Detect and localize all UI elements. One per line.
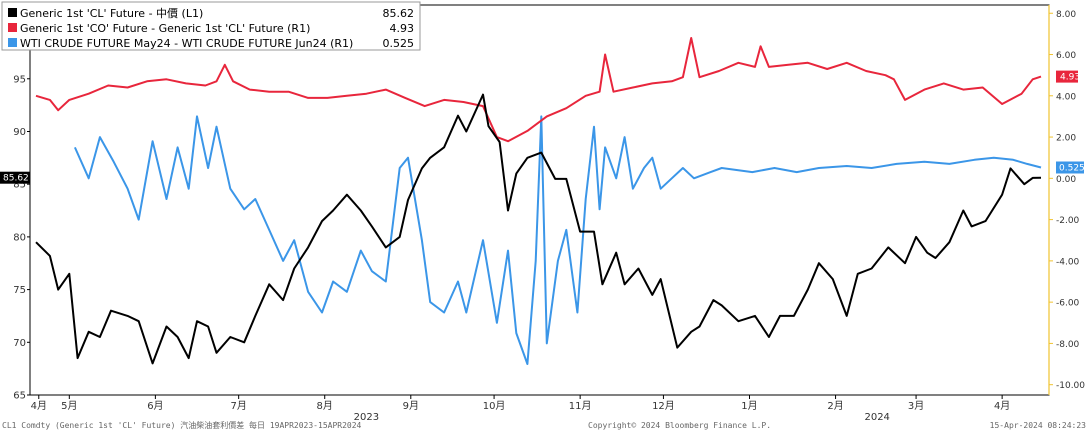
legend-value-red: 4.93 — [390, 22, 415, 35]
badge-blue-bg — [1056, 161, 1084, 174]
x-tick-label: 8月 — [317, 400, 333, 412]
footer-center: Copyright© 2024 Bloomberg Finance L.P. — [588, 421, 771, 430]
left-tick-label: 75 — [13, 285, 26, 296]
legend: Generic 1st 'CL' Future - 中價 (L1) 85.62 … — [1, 1, 421, 51]
right-tick-label: -2.00 — [1056, 216, 1080, 226]
right-tick-label: -4.00 — [1056, 257, 1080, 267]
last-value-badges: 85.62 4.93 0.525 — [0, 70, 1085, 184]
right-tick-label: -8.00 — [1056, 340, 1080, 350]
footer-right: 15-Apr-2024 08:24:23 — [990, 421, 1087, 430]
right-tick-label: 6.00 — [1056, 51, 1076, 61]
left-tick-label: 90 — [13, 127, 26, 138]
x-year-label: 2023 — [354, 412, 379, 423]
legend-value-black: 85.62 — [383, 7, 415, 20]
x-tick-label: 2月 — [827, 400, 843, 412]
legend-swatch-black — [8, 8, 17, 17]
x-tick-label: 3月 — [908, 400, 924, 412]
right-tick-label: 0.00 — [1056, 175, 1076, 185]
left-tick-label: 80 — [13, 232, 26, 243]
badge-left-value: 85.62 — [3, 174, 29, 184]
badge-red-value: 4.93 — [1060, 73, 1080, 83]
legend-label-blue: WTI CRUDE FUTURE May24 - WTI CRUDE FUTUR… — [20, 37, 353, 50]
x-year-label: 2024 — [864, 412, 889, 423]
left-tick-label: 85 — [13, 180, 26, 191]
x-tick-label: 1月 — [741, 400, 757, 412]
right-tick-label: -6.00 — [1056, 299, 1080, 309]
legend-label-red: Generic 1st 'CO' Future - Generic 1st 'C… — [20, 22, 310, 35]
series-line-blue — [73, 115, 1042, 365]
footer-left: CL1 Comdty (Generic 1st 'CL' Future) 汽油柴… — [2, 420, 362, 430]
series-line-red — [35, 37, 1042, 143]
series-layer — [35, 37, 1042, 365]
right-tick-label: 8.00 — [1056, 10, 1076, 20]
x-tick-label: 10月 — [483, 400, 506, 412]
right-tick-label: 2.00 — [1056, 134, 1076, 144]
legend-label-black: Generic 1st 'CL' Future - 中價 (L1) — [20, 6, 203, 20]
left-tick-label: 65 — [13, 391, 26, 402]
x-tick-label: 11月 — [569, 400, 592, 412]
legend-swatch-blue — [8, 38, 17, 47]
x-tick-label: 6月 — [147, 400, 163, 412]
footer: CL1 Comdty (Generic 1st 'CL' Future) 汽油柴… — [2, 420, 1086, 430]
left-tick-label: 70 — [13, 338, 26, 349]
badge-left-bg — [0, 171, 30, 184]
badge-red-bg — [1056, 70, 1078, 83]
x-tick-label: 12月 — [652, 400, 675, 412]
right-tick-label: -10.00 — [1056, 381, 1085, 391]
legend-swatch-red — [8, 23, 17, 32]
badge-blue-value: 0.525 — [1059, 164, 1085, 174]
legend-value-blue: 0.525 — [383, 37, 415, 50]
x-tick-label: 4月 — [31, 400, 47, 412]
legend-box — [1, 1, 421, 51]
left-tick-label: 95 — [13, 74, 26, 85]
x-tick-label: 4月 — [994, 400, 1010, 412]
x-tick-label: 9月 — [403, 400, 419, 412]
x-tick-label: 5月 — [61, 400, 77, 412]
right-tick-label: 4.00 — [1056, 92, 1076, 102]
series-line-black — [35, 93, 1042, 365]
x-tick-label: 7月 — [230, 400, 246, 412]
